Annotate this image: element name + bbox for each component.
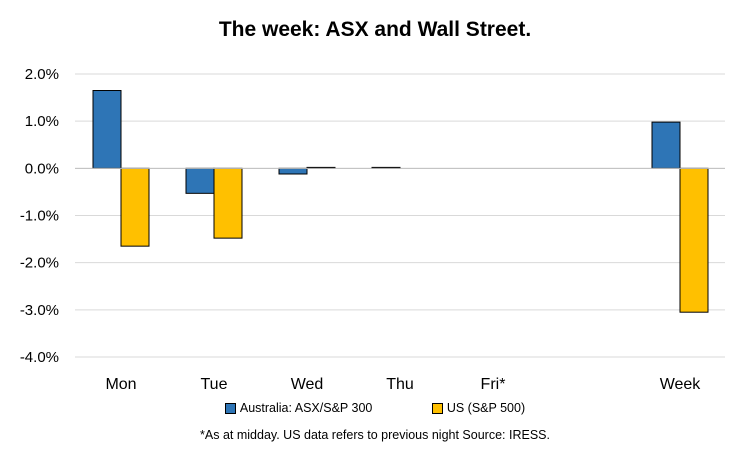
y-tick-label: -4.0% — [20, 349, 59, 366]
footnote: *As at midday. US data refers to previou… — [200, 428, 550, 442]
y-tick-label: 2.0% — [25, 66, 59, 83]
x-category-label: Week — [660, 376, 702, 393]
legend-swatch-australia — [224, 402, 236, 414]
y-tick-label: -1.0% — [20, 208, 59, 225]
bar-australia-tue — [185, 167, 215, 194]
x-category-label: Fri* — [481, 376, 506, 393]
bar-australia-wed — [278, 167, 308, 175]
y-tick-label: 1.0% — [25, 113, 59, 130]
bar-us-tue — [213, 167, 243, 239]
bar-australia-mon — [92, 90, 122, 169]
y-tick-label: 0.0% — [25, 160, 59, 177]
legend-swatch-us — [431, 402, 443, 414]
legend-label-us: US (S&P 500) — [446, 401, 526, 415]
legend: Australia: ASX/S&P 300 US (S&P 500) — [0, 401, 750, 417]
chart-title: The week: ASX and Wall Street. — [218, 18, 532, 41]
bar-australia-week — [651, 121, 681, 169]
y-tick-label: -2.0% — [20, 255, 59, 272]
x-category-label: Mon — [105, 376, 136, 393]
legend-label-australia: Australia: ASX/S&P 300 — [239, 401, 373, 415]
x-category-label: Thu — [386, 376, 414, 393]
y-tick-label: -3.0% — [20, 302, 59, 319]
x-category-label: Tue — [201, 376, 228, 393]
legend-item-us: US (S&P 500) — [431, 401, 526, 415]
x-category-label: Wed — [291, 376, 324, 393]
bar-us-mon — [120, 167, 150, 247]
chart-plot: 2.0% 1.0% 0.0% -1.0% -2.0% -3.0% -4.0% Mon Tue We… — [20, 66, 725, 393]
bar-us-week — [679, 167, 709, 313]
legend-item-australia: Australia: ASX/S&P 300 — [224, 401, 373, 415]
